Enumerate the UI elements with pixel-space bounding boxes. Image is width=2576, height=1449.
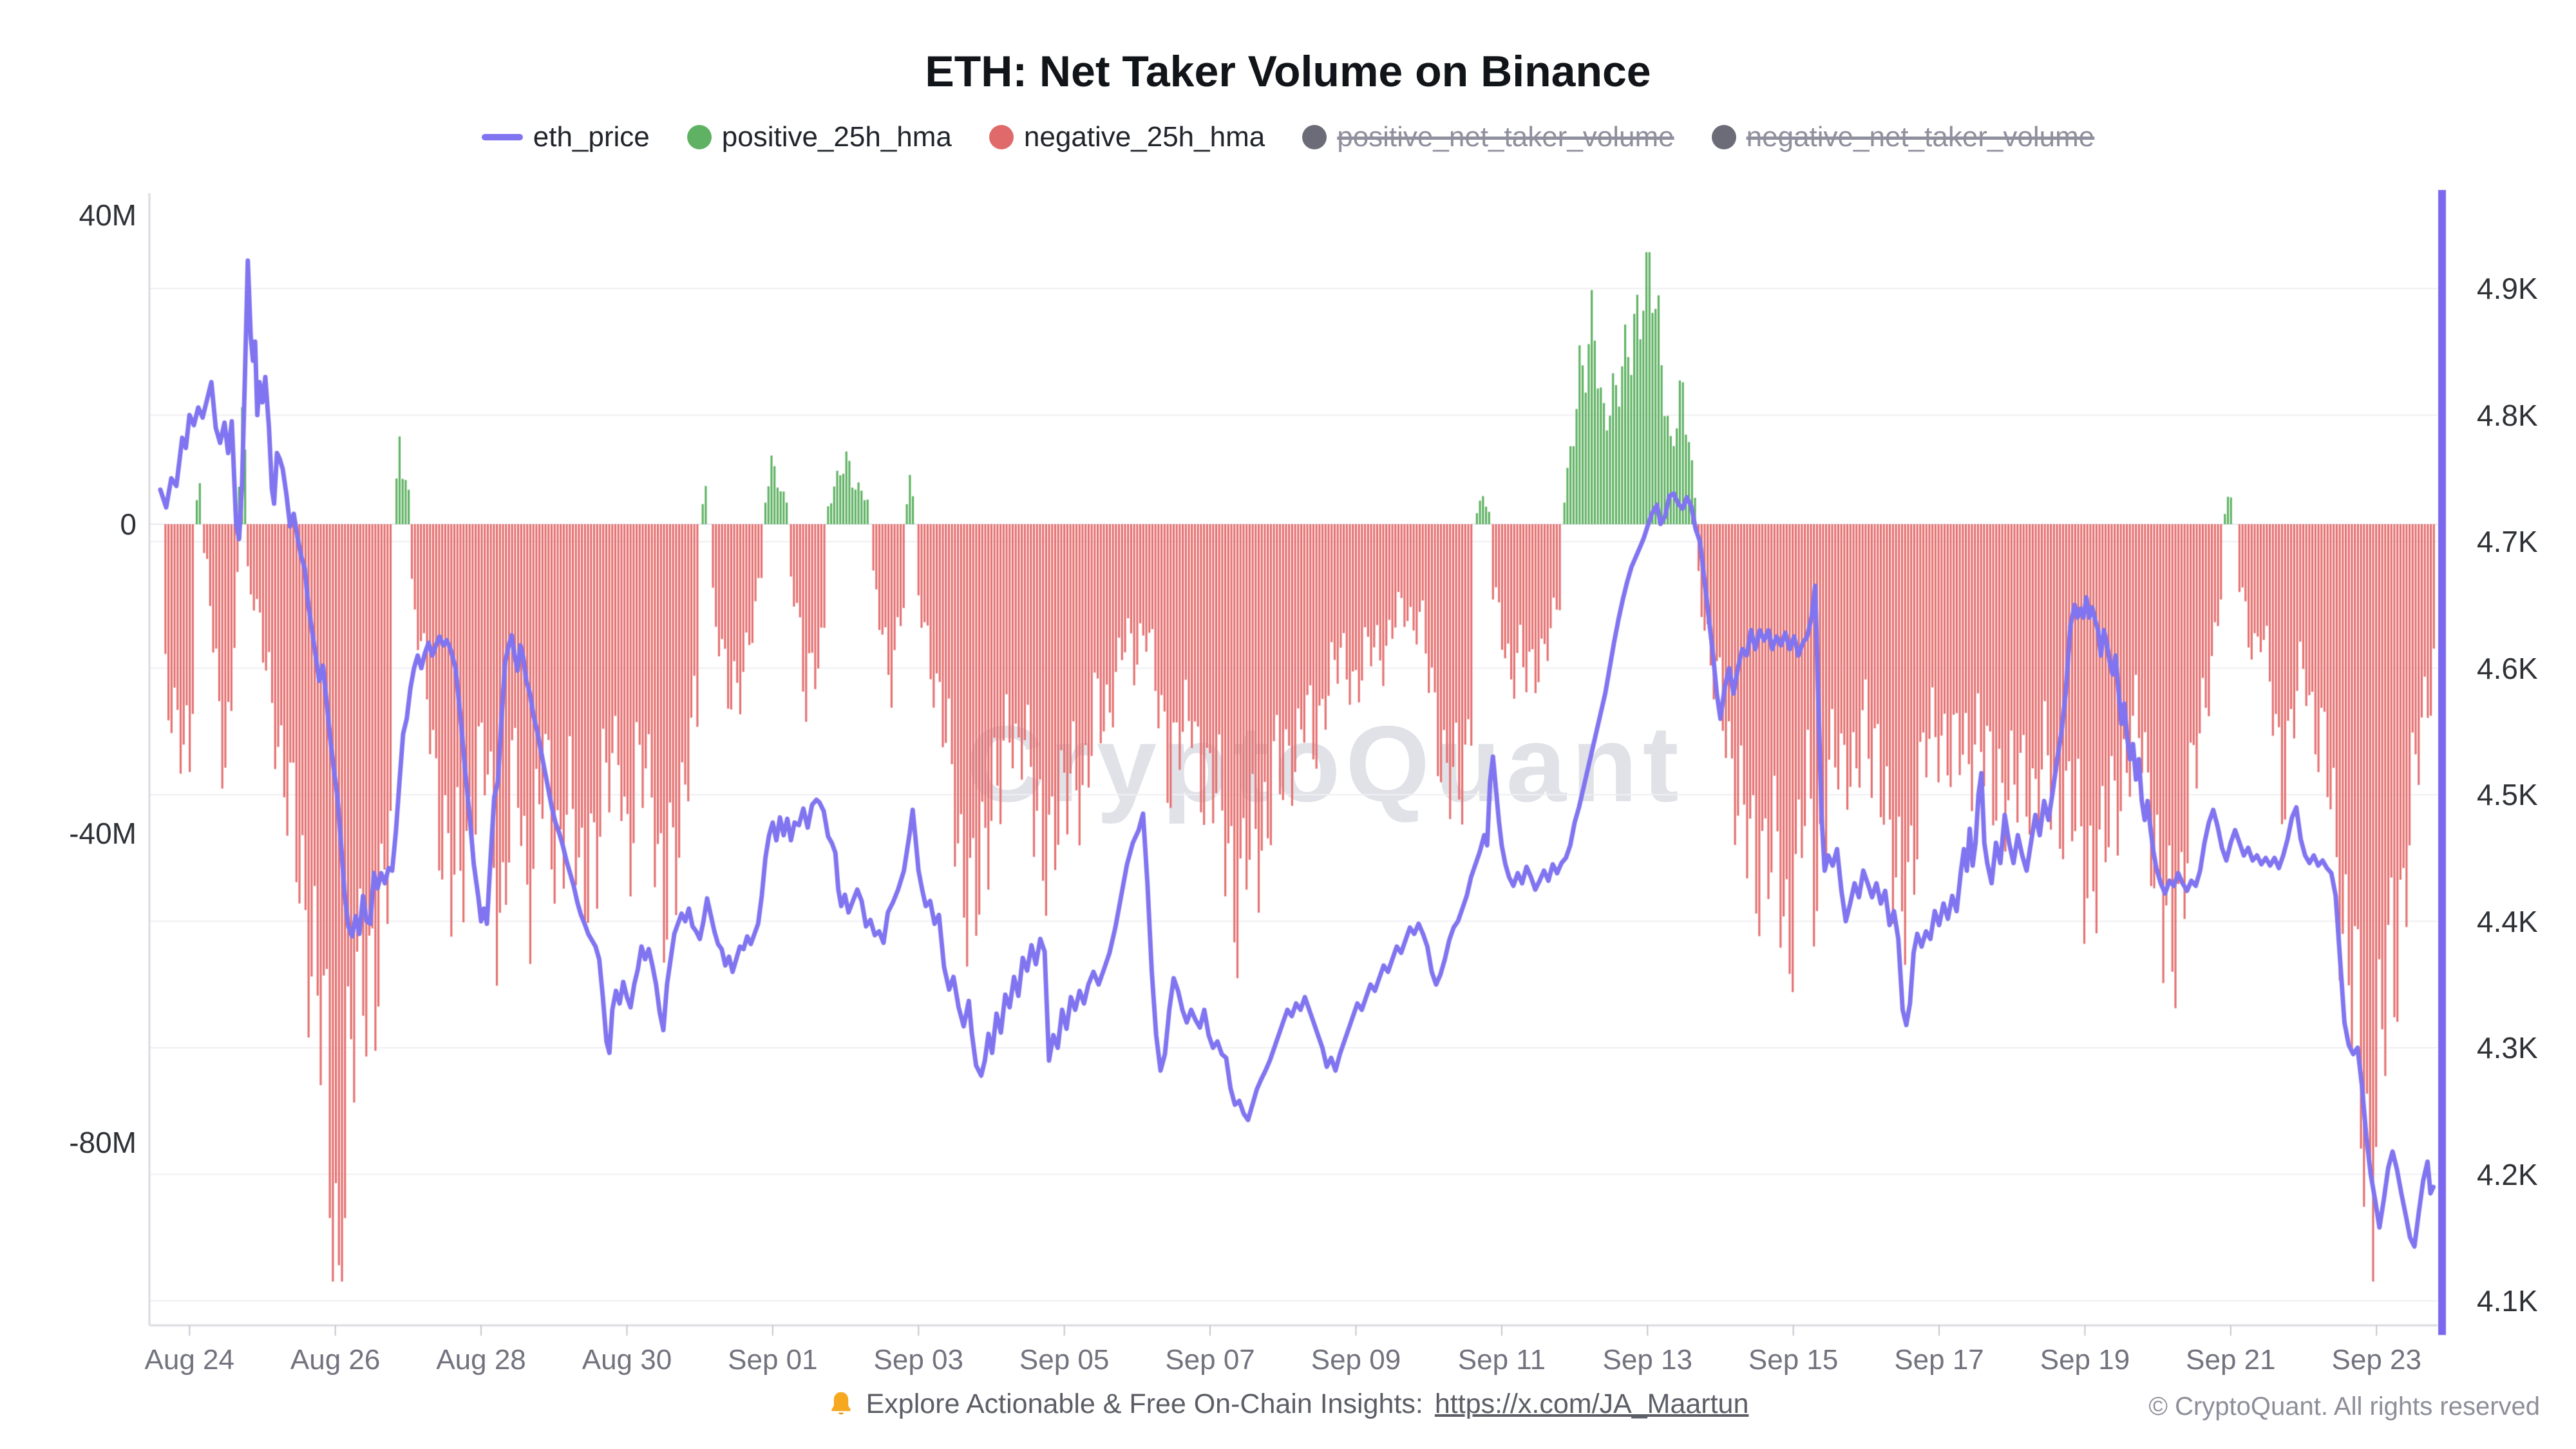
footer-link[interactable]: https://x.com/JA_Maartun bbox=[1434, 1388, 1749, 1419]
bell-icon bbox=[831, 1392, 851, 1414]
copyright-text: © CryptoQuant. All rights reserved bbox=[2148, 1392, 2541, 1421]
footer-text: Explore Actionable & Free On-Chain Insig… bbox=[866, 1388, 1423, 1419]
footer: Explore Actionable & Free On-Chain Insig… bbox=[0, 1388, 2576, 1420]
